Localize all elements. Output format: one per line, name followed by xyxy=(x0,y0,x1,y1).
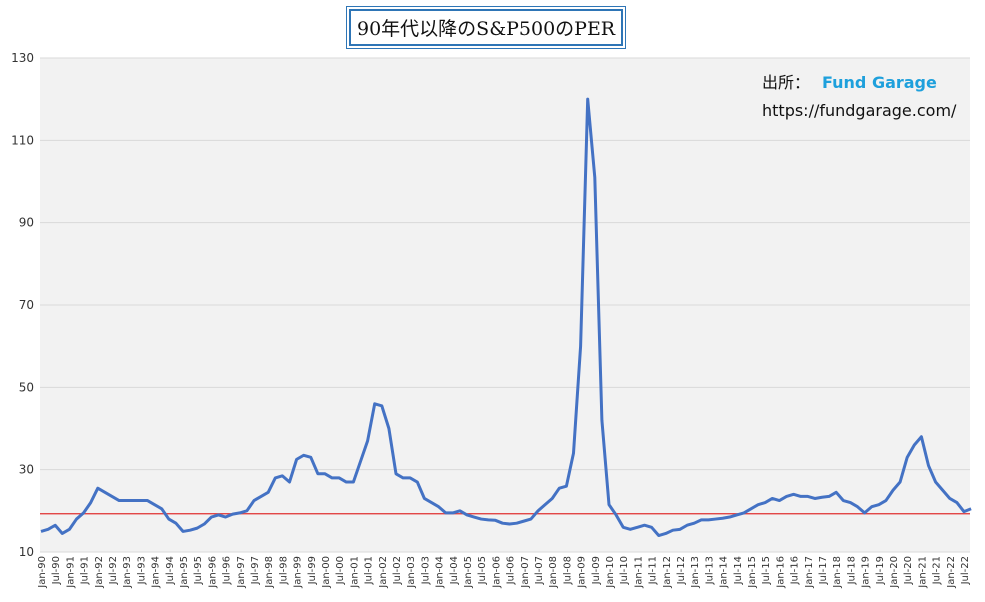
x-tick-label: Jan-95 xyxy=(179,556,190,589)
x-tick-label: Jan-03 xyxy=(406,556,417,589)
x-tick-label: Jan-21 xyxy=(917,556,928,589)
x-tick-label: Jul-99 xyxy=(307,556,318,585)
y-tick-label: 70 xyxy=(19,298,34,312)
annotation-source-label: 出所： xyxy=(762,73,810,92)
x-tick-label: Jan-15 xyxy=(747,556,758,589)
x-tick-label: Jul-90 xyxy=(51,556,62,585)
x-tick-label: Jul-17 xyxy=(818,556,829,585)
x-tick-label: Jan-98 xyxy=(264,556,275,589)
x-tick-label: Jan-13 xyxy=(690,556,701,589)
x-tick-label: Jul-92 xyxy=(108,556,119,585)
x-tick-label: Jul-91 xyxy=(80,556,91,585)
y-tick-label: 30 xyxy=(19,463,34,477)
x-tick-label: Jul-03 xyxy=(420,556,431,585)
y-tick-label: 90 xyxy=(19,216,34,230)
x-tick-label: Jul-97 xyxy=(250,556,261,585)
x-tick-label: Jan-09 xyxy=(577,556,588,589)
x-tick-label: Jan-94 xyxy=(151,556,162,589)
x-tick-label: Jan-97 xyxy=(236,556,247,589)
x-tick-label: Jul-93 xyxy=(136,556,147,585)
x-tick-label: Jan-00 xyxy=(321,556,332,589)
x-tick-label: Jul-08 xyxy=(562,556,573,585)
x-tick-label: Jan-02 xyxy=(378,556,389,589)
x-tick-label: Jul-00 xyxy=(335,556,346,585)
annotation-url: https://fundgarage.com/ xyxy=(762,101,957,120)
x-tick-label: Jul-22 xyxy=(960,556,971,585)
x-tick-label: Jan-04 xyxy=(435,556,446,589)
x-tick-label: Jul-14 xyxy=(733,556,744,585)
x-tick-label: Jan-17 xyxy=(804,556,815,589)
x-tick-label: Jul-21 xyxy=(932,556,943,585)
chart-title: 90年代以降のS&P500のPER xyxy=(345,6,627,49)
x-tick-label: Jul-10 xyxy=(619,556,630,585)
x-tick-label: Jan-16 xyxy=(775,556,786,589)
x-tick-label: Jan-05 xyxy=(463,556,474,589)
x-tick-label: Jan-22 xyxy=(946,556,957,589)
x-tick-label: Jul-94 xyxy=(165,556,176,585)
x-tick-label: Jan-01 xyxy=(349,556,360,589)
x-tick-label: Jan-19 xyxy=(861,556,872,589)
x-tick-label: Jul-96 xyxy=(222,556,233,585)
x-tick-label: Jan-08 xyxy=(548,556,559,589)
x-tick-label: Jul-04 xyxy=(449,556,460,585)
x-tick-label: Jul-11 xyxy=(648,556,659,585)
x-tick-label: Jan-20 xyxy=(889,556,900,589)
x-tick-label: Jan-96 xyxy=(207,556,218,589)
x-tick-label: Jan-12 xyxy=(662,556,673,589)
x-tick-label: Jan-10 xyxy=(605,556,616,589)
y-tick-label: 50 xyxy=(19,380,34,394)
x-tick-label: Jul-02 xyxy=(392,556,403,585)
annotation-source-name: Fund Garage xyxy=(822,73,937,92)
x-tick-label: Jan-11 xyxy=(633,556,644,589)
x-tick-label: Jul-18 xyxy=(846,556,857,585)
x-tick-label: Jan-14 xyxy=(719,556,730,589)
x-tick-label: Jul-13 xyxy=(704,556,715,585)
x-tick-label: Jul-98 xyxy=(278,556,289,585)
y-tick-label: 10 xyxy=(19,545,34,559)
y-tick-label: 130 xyxy=(11,51,34,65)
x-tick-label: Jul-15 xyxy=(761,556,772,585)
x-tick-label: Jan-90 xyxy=(37,556,48,589)
x-tick-label: Jul-05 xyxy=(477,556,488,585)
x-tick-label: Jul-12 xyxy=(676,556,687,585)
x-tick-label: Jul-95 xyxy=(193,556,204,585)
x-tick-label: Jul-01 xyxy=(364,556,375,585)
y-tick-label: 110 xyxy=(11,133,34,147)
x-tick-label: Jul-19 xyxy=(875,556,886,585)
x-tick-label: Jul-09 xyxy=(591,556,602,585)
x-tick-label: Jan-99 xyxy=(293,556,304,589)
x-tick-label: Jul-07 xyxy=(534,556,545,585)
x-tick-label: Jul-20 xyxy=(903,556,914,585)
x-tick-label: Jan-07 xyxy=(520,556,531,589)
x-tick-label: Jan-06 xyxy=(491,556,502,589)
x-tick-label: Jul-16 xyxy=(790,556,801,585)
x-tick-label: Jan-93 xyxy=(122,556,133,589)
x-tick-label: Jul-06 xyxy=(506,556,517,585)
x-tick-label: Jan-92 xyxy=(94,556,105,589)
x-tick-label: Jan-18 xyxy=(832,556,843,589)
data-line xyxy=(40,97,972,538)
x-tick-label: Jan-91 xyxy=(65,556,76,589)
